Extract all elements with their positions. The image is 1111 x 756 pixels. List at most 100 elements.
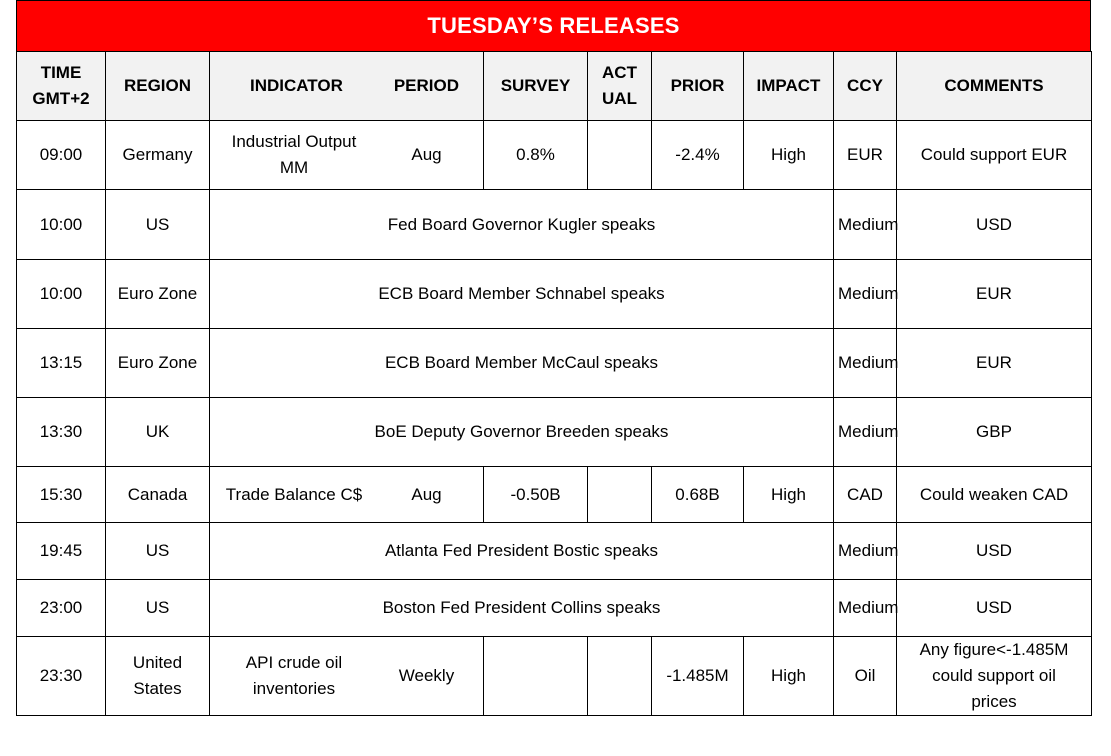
indicator-line2: inventories: [252, 679, 336, 698]
header-region: REGION: [105, 51, 210, 121]
cell-ccy: Oil: [833, 636, 897, 716]
cell-time: 10:00: [16, 259, 106, 329]
header-prior: PRIOR: [651, 51, 744, 121]
cell-impact: High: [743, 636, 834, 716]
cell-ccy: EUR: [833, 120, 897, 190]
cell-event: ECB Board Member Schnabel speaks: [209, 259, 834, 329]
cell-ccy: USD: [896, 189, 1092, 260]
header-row: TIME GMT+2 REGION INDICATOR PERIOD SURVEY …: [16, 51, 1092, 121]
indicator-line2: MM: [279, 158, 309, 177]
comments-line2: could support oil: [932, 666, 1056, 685]
cell-comments: Could weaken CAD: [896, 466, 1092, 523]
cell-ccy: USD: [896, 522, 1092, 580]
cell-actual: [587, 636, 652, 716]
table-row: 13:30 UK BoE Deputy Governor Breeden spe…: [16, 397, 1092, 467]
header-survey: SURVEY: [483, 51, 588, 121]
region-line1: United: [132, 653, 183, 672]
cell-actual: [587, 120, 652, 190]
cell-indicator: API crude oil inventories: [214, 650, 374, 702]
cell-comments: Could support EUR: [896, 120, 1092, 190]
cell-survey: 0.8%: [483, 120, 588, 190]
cell-impact: Medium: [833, 397, 898, 467]
cell-event: Atlanta Fed President Bostic speaks: [209, 522, 834, 580]
cell-time: 13:15: [16, 328, 106, 398]
header-time: TIME GMT+2: [16, 51, 106, 121]
cell-impact: Medium: [833, 259, 898, 329]
cell-prior: -2.4%: [651, 120, 744, 190]
cell-indicator: Trade Balance C$: [225, 484, 363, 504]
cell-region: US: [105, 579, 210, 637]
releases-table: TIME GMT+2 REGION INDICATOR PERIOD SURVEY …: [16, 51, 1092, 716]
cell-indicator: Industrial Output MM: [214, 129, 374, 181]
cell-ccy: CAD: [833, 466, 897, 523]
header-actual: ACT UAL: [587, 51, 652, 121]
cell-region: Euro Zone: [105, 259, 210, 329]
cell-region: UK: [105, 397, 210, 467]
cell-period: Weekly: [398, 666, 455, 685]
cell-ccy: EUR: [896, 328, 1092, 398]
region-line2: States: [133, 679, 182, 698]
cell-comments: Any figure<-1.485M could support oil price…: [896, 636, 1092, 716]
cell-region: Canada: [105, 466, 210, 523]
table-row: 23:00 US Boston Fed President Collins sp…: [16, 579, 1092, 637]
cell-impact: Medium: [833, 189, 898, 260]
cell-impact: Medium: [833, 579, 898, 637]
cell-actual: [587, 466, 652, 523]
cell-time: 23:00: [16, 579, 106, 637]
cell-period: Aug: [411, 145, 442, 164]
cell-prior: 0.68B: [651, 466, 744, 523]
cell-ccy: EUR: [896, 259, 1092, 329]
cell-event: BoE Deputy Governor Breeden speaks: [209, 397, 834, 467]
comments-line3: prices: [971, 692, 1017, 711]
cell-ccy: GBP: [896, 397, 1092, 467]
cell-impact: High: [743, 466, 834, 523]
header-period: PERIOD: [393, 76, 459, 95]
cell-ccy: USD: [896, 579, 1092, 637]
table-row: 19:45 US Atlanta Fed President Bostic sp…: [16, 522, 1092, 580]
header-indicator-period: INDICATOR PERIOD: [209, 51, 484, 121]
table-row: 15:30 Canada Trade Balance C$ Aug -0.50B …: [16, 466, 1092, 523]
cell-region: Euro Zone: [105, 328, 210, 398]
cell-impact: Medium: [833, 328, 898, 398]
cell-time: 09:00: [16, 120, 106, 190]
table-row: 23:30 United States API crude oil inventor…: [16, 636, 1092, 716]
cell-time: 19:45: [16, 522, 106, 580]
releases-sheet: TUESDAY’S RELEASES TIME GMT+2 REGION INDI…: [16, 0, 1092, 716]
cell-prior: -1.485M: [651, 636, 744, 716]
header-comments: COMMENTS: [896, 51, 1092, 121]
cell-indicator-period: Industrial Output MM Aug: [209, 120, 484, 190]
header-time-line2: GMT+2: [32, 89, 90, 108]
cell-survey: [483, 636, 588, 716]
cell-time: 15:30: [16, 466, 106, 523]
header-actual-line1: ACT: [602, 63, 637, 82]
cell-time: 23:30: [16, 636, 106, 716]
header-indicator: INDICATOR: [250, 76, 343, 95]
table-row: 10:00 US Fed Board Governor Kugler speak…: [16, 189, 1092, 260]
indicator-line1: API crude oil: [245, 653, 343, 672]
cell-indicator-period: API crude oil inventories Weekly: [209, 636, 484, 716]
cell-region: Germany: [105, 120, 210, 190]
table-row: 09:00 Germany Industrial Output MM Aug 0.8…: [16, 120, 1092, 190]
header-impact: IMPACT: [743, 51, 834, 121]
indicator-line1: Industrial Output: [231, 132, 357, 151]
cell-period: Aug: [411, 484, 442, 504]
cell-survey: -0.50B: [483, 466, 588, 523]
table-row: 13:15 Euro Zone ECB Board Member McCaul …: [16, 328, 1092, 398]
cell-region: US: [105, 522, 210, 580]
cell-impact: High: [743, 120, 834, 190]
cell-region: US: [105, 189, 210, 260]
cell-event: ECB Board Member McCaul speaks: [209, 328, 834, 398]
header-time-line1: TIME: [40, 63, 82, 82]
title-bar: TUESDAY’S RELEASES: [16, 0, 1091, 51]
cell-indicator-period: Trade Balance C$ Aug: [209, 466, 484, 523]
comments-line1: Any figure<-1.485M: [919, 640, 1069, 659]
header-actual-line2: UAL: [602, 89, 637, 108]
cell-time: 13:30: [16, 397, 106, 467]
cell-event: Fed Board Governor Kugler speaks: [209, 189, 834, 260]
cell-region: United States: [105, 636, 210, 716]
cell-time: 10:00: [16, 189, 106, 260]
header-ccy: CCY: [833, 51, 897, 121]
cell-impact: Medium: [833, 522, 898, 580]
table-row: 10:00 Euro Zone ECB Board Member Schnabe…: [16, 259, 1092, 329]
cell-event: Boston Fed President Collins speaks: [209, 579, 834, 637]
